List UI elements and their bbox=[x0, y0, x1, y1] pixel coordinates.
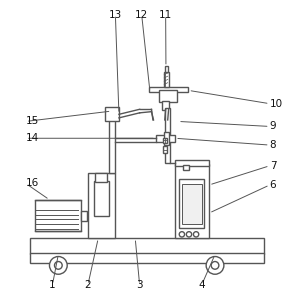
FancyBboxPatch shape bbox=[30, 253, 264, 263]
Circle shape bbox=[179, 232, 184, 237]
Circle shape bbox=[193, 232, 199, 237]
Circle shape bbox=[54, 262, 62, 269]
FancyBboxPatch shape bbox=[179, 179, 204, 228]
FancyBboxPatch shape bbox=[148, 86, 188, 92]
FancyBboxPatch shape bbox=[164, 132, 169, 145]
Text: 4: 4 bbox=[198, 280, 205, 290]
FancyBboxPatch shape bbox=[162, 101, 169, 110]
Text: 10: 10 bbox=[270, 99, 283, 109]
Text: 2: 2 bbox=[85, 280, 91, 290]
Text: 6: 6 bbox=[270, 180, 276, 190]
FancyBboxPatch shape bbox=[80, 211, 87, 221]
FancyBboxPatch shape bbox=[181, 184, 202, 224]
FancyBboxPatch shape bbox=[163, 138, 167, 143]
Text: 11: 11 bbox=[159, 10, 172, 20]
Text: 1: 1 bbox=[49, 280, 56, 290]
FancyBboxPatch shape bbox=[159, 90, 177, 102]
FancyBboxPatch shape bbox=[175, 164, 209, 238]
FancyBboxPatch shape bbox=[175, 161, 209, 166]
FancyBboxPatch shape bbox=[165, 66, 168, 72]
Text: 13: 13 bbox=[109, 10, 122, 20]
Text: 9: 9 bbox=[270, 121, 276, 132]
Text: 16: 16 bbox=[26, 179, 39, 188]
FancyBboxPatch shape bbox=[109, 120, 115, 173]
Text: 7: 7 bbox=[270, 161, 276, 171]
FancyBboxPatch shape bbox=[165, 108, 170, 163]
Circle shape bbox=[186, 232, 192, 237]
Text: 3: 3 bbox=[136, 280, 143, 290]
FancyBboxPatch shape bbox=[164, 72, 170, 86]
Text: 12: 12 bbox=[135, 10, 148, 20]
Text: 14: 14 bbox=[26, 133, 39, 143]
FancyBboxPatch shape bbox=[94, 181, 109, 216]
Circle shape bbox=[211, 262, 219, 269]
FancyBboxPatch shape bbox=[95, 173, 107, 182]
FancyBboxPatch shape bbox=[35, 200, 80, 231]
Text: 15: 15 bbox=[26, 116, 39, 126]
Circle shape bbox=[50, 257, 67, 274]
FancyBboxPatch shape bbox=[156, 135, 175, 141]
FancyBboxPatch shape bbox=[105, 107, 119, 121]
FancyBboxPatch shape bbox=[163, 146, 167, 153]
Circle shape bbox=[206, 257, 224, 274]
FancyBboxPatch shape bbox=[30, 238, 264, 254]
FancyBboxPatch shape bbox=[183, 165, 189, 170]
Text: 8: 8 bbox=[270, 140, 276, 150]
FancyBboxPatch shape bbox=[88, 173, 115, 238]
